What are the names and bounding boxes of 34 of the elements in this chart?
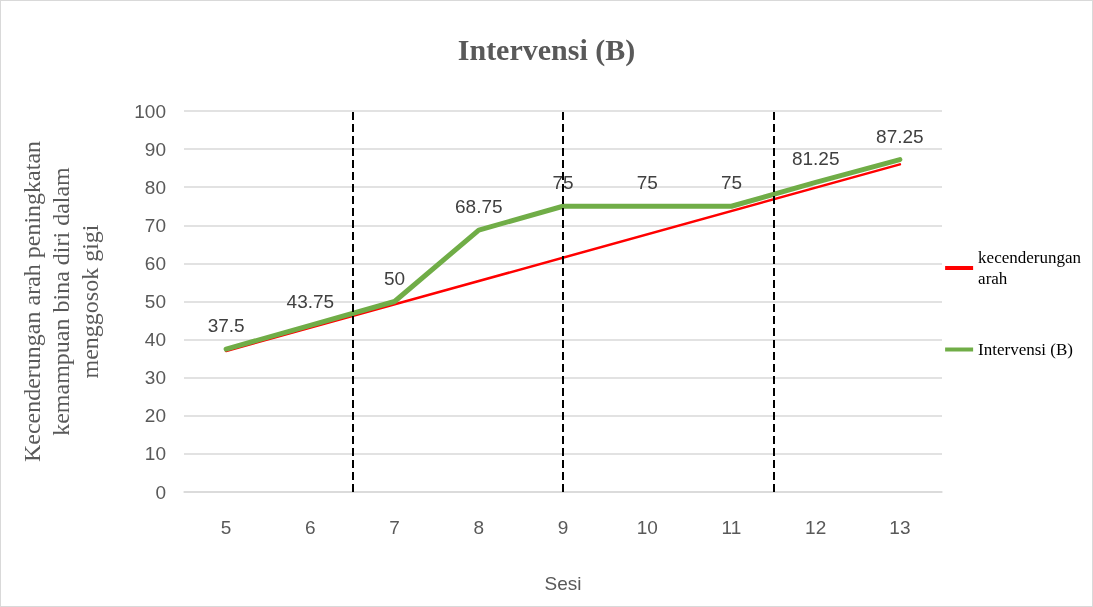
chart-title: Intervensi (B): [457, 32, 636, 67]
y-tick-label: 40: [144, 329, 166, 351]
x-tick-label: 13: [889, 517, 911, 538]
x-tick-label: 10: [636, 517, 658, 538]
y-tick-label: 60: [144, 252, 166, 274]
y-tick-label: 80: [144, 176, 166, 198]
data-label: 37.5: [207, 315, 245, 337]
data-label: 75: [552, 172, 574, 194]
data-label: 50: [383, 267, 406, 289]
data-label: 43.75: [286, 291, 335, 313]
y-tick-label: 30: [144, 367, 166, 389]
y-tick-label: 70: [144, 214, 166, 236]
x-tick-label: 5: [220, 517, 232, 538]
y-tick-label: 90: [144, 138, 166, 160]
y-tick-label: 50: [144, 291, 166, 312]
data-label: 75: [636, 172, 658, 194]
y-tick-label: 0: [155, 481, 166, 503]
data-label: 75: [720, 172, 743, 194]
data-label: 81.25: [791, 148, 840, 170]
y-tick-label: 20: [144, 405, 166, 427]
data-label: 68.75: [455, 196, 503, 218]
y-tick-label: 10: [144, 443, 166, 465]
y-axis-title: Kecenderungan arah peningkatan kemampuan bina diri dalam menggosok gigi: [18, 140, 103, 463]
x-tick-label: 7: [389, 517, 400, 538]
data-label: 87.25: [876, 125, 924, 147]
legend-label: kecenderungan arah: [978, 248, 1082, 288]
x-tick-label: 9: [557, 517, 569, 538]
x-tick-label: 11: [721, 517, 742, 538]
x-tick-label: 12: [805, 517, 827, 538]
y-tick-label: 100: [134, 100, 166, 122]
x-axis-title: Sesi: [544, 573, 582, 594]
x-tick-label: 8: [473, 517, 485, 538]
legend-label: Intervensi (B): [978, 340, 1073, 359]
x-tick-label: 6: [305, 517, 316, 538]
